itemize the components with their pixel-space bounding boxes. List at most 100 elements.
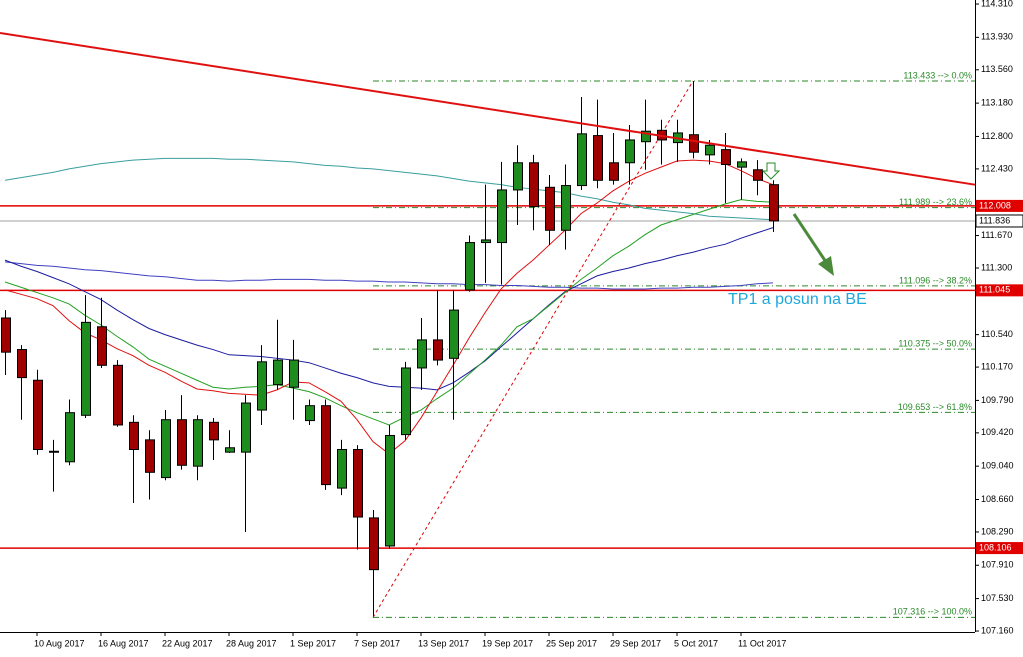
- y-tick-label: 108.290: [981, 526, 1014, 536]
- y-tick-label: 112.430: [981, 163, 1013, 173]
- y-tick-label: 107.910: [981, 560, 1014, 570]
- candle-body: [337, 449, 347, 489]
- moving-average: [4, 157, 774, 221]
- overlay-layer: [0, 31, 976, 618]
- candle-body: [241, 402, 251, 453]
- fib-label: 110.375 --> 50.0%: [898, 338, 972, 348]
- trendline: [0, 31, 976, 186]
- candle-body: [113, 364, 123, 426]
- y-tick-label: 107.530: [981, 593, 1014, 603]
- moving-average: [4, 227, 774, 391]
- level-tag: [976, 199, 1023, 212]
- signal-arrow: [761, 162, 781, 180]
- y-tick-label: 113.560: [981, 64, 1013, 74]
- y-tick-label: 109.790: [981, 395, 1014, 405]
- current-price-label: 111.836: [979, 215, 1010, 225]
- candle-body: [737, 161, 747, 168]
- y-tick-label: 108.660: [981, 494, 1014, 504]
- candle-body: [721, 149, 731, 166]
- candle-body: [81, 321, 91, 416]
- x-tick-label: 5 Oct 2017: [674, 638, 718, 648]
- direction-arrowhead: [818, 256, 834, 276]
- fib-label: 109.653 --> 61.8%: [898, 402, 972, 412]
- fib-label: 113.433 --> 0.0%: [903, 70, 972, 80]
- x-tick-label: 11 Oct 2017: [738, 638, 786, 648]
- fib-diagonal: [372, 80, 694, 618]
- candle-body: [641, 130, 651, 143]
- level-label: 108.106: [979, 542, 1012, 552]
- current-price-tag: [975, 214, 1023, 228]
- candle-body: [577, 133, 587, 187]
- y-tick-label: 107.160: [981, 625, 1014, 635]
- candle-body: [129, 421, 139, 451]
- y-tick-label: 113.930: [981, 32, 1013, 42]
- candle-body: [545, 186, 555, 231]
- candle-body: [321, 405, 331, 486]
- fib-label: 111.096 --> 38.2%: [899, 275, 972, 285]
- candle-body: [97, 326, 107, 366]
- candle-body: [433, 339, 443, 361]
- candle-body: [273, 359, 283, 386]
- candle-body: [289, 359, 299, 388]
- candle-body: [161, 419, 171, 479]
- level-label: 111.045: [979, 285, 1010, 295]
- y-tick-label: 114.310: [981, 0, 1013, 8]
- candle-body: [49, 450, 59, 453]
- candle-body: [705, 144, 715, 156]
- y-tick-label: 111.300: [981, 262, 1012, 272]
- x-tick-label: 16 Aug 2017: [98, 638, 149, 648]
- candle-body: [417, 339, 427, 369]
- fib-label: 107.316 --> 100.0%: [893, 607, 972, 617]
- y-tick-label: 110.170: [981, 361, 1013, 371]
- candle-body: [257, 361, 267, 411]
- candle-body: [17, 349, 27, 379]
- x-tick-label: 10 Aug 2017: [34, 638, 85, 648]
- candle-body: [177, 419, 187, 466]
- candle-body: [449, 309, 459, 359]
- candle-body: [593, 135, 603, 181]
- x-tick-label: 19 Sep 2017: [482, 638, 533, 648]
- candle-body: [193, 419, 203, 467]
- candle-body: [465, 242, 475, 291]
- x-tick-label: 22 Aug 2017: [162, 638, 213, 648]
- annotation: TP1 a posun na BE: [728, 291, 867, 308]
- y-tick-label: 111.670: [981, 230, 1012, 240]
- x-tick-label: 1 Sep 2017: [290, 638, 336, 648]
- candle-body: [497, 189, 507, 244]
- y-tick-label: 112.800: [981, 131, 1013, 141]
- level-label: 112.008: [979, 200, 1011, 210]
- candle-body: [689, 134, 699, 153]
- candle-body: [401, 367, 411, 436]
- candle-body: [369, 517, 379, 571]
- candle-body: [145, 439, 155, 473]
- candle-body: [33, 379, 43, 451]
- candle-body: [769, 184, 779, 222]
- candle-body: [753, 169, 763, 181]
- level-tag: [976, 284, 1023, 297]
- x-tick-label: 28 Aug 2017: [226, 638, 277, 648]
- candle-body: [305, 405, 315, 422]
- y-tick-label: 110.540: [981, 329, 1013, 339]
- direction-arrow: [792, 213, 828, 263]
- candle-body: [481, 239, 491, 244]
- x-tick-label: 29 Sep 2017: [610, 638, 661, 648]
- y-tick-label: 109.420: [981, 427, 1014, 437]
- candle-body: [609, 162, 619, 181]
- candle-body: [1, 317, 11, 353]
- candle-body: [625, 139, 635, 164]
- y-tick-label: 109.040: [981, 461, 1014, 471]
- candle-body: [513, 162, 523, 191]
- candle-body: [209, 421, 219, 441]
- candle-body: [529, 162, 539, 208]
- moving-average: [4, 261, 774, 290]
- fib-label: 111.989 --> 23.6%: [899, 197, 972, 207]
- candle-body: [65, 412, 75, 463]
- y-tick-label: 113.180: [981, 98, 1013, 108]
- candle-body: [385, 434, 395, 547]
- x-tick-label: 13 Sep 2017: [418, 638, 469, 648]
- candle-body: [561, 185, 571, 231]
- candle-body: [225, 447, 235, 453]
